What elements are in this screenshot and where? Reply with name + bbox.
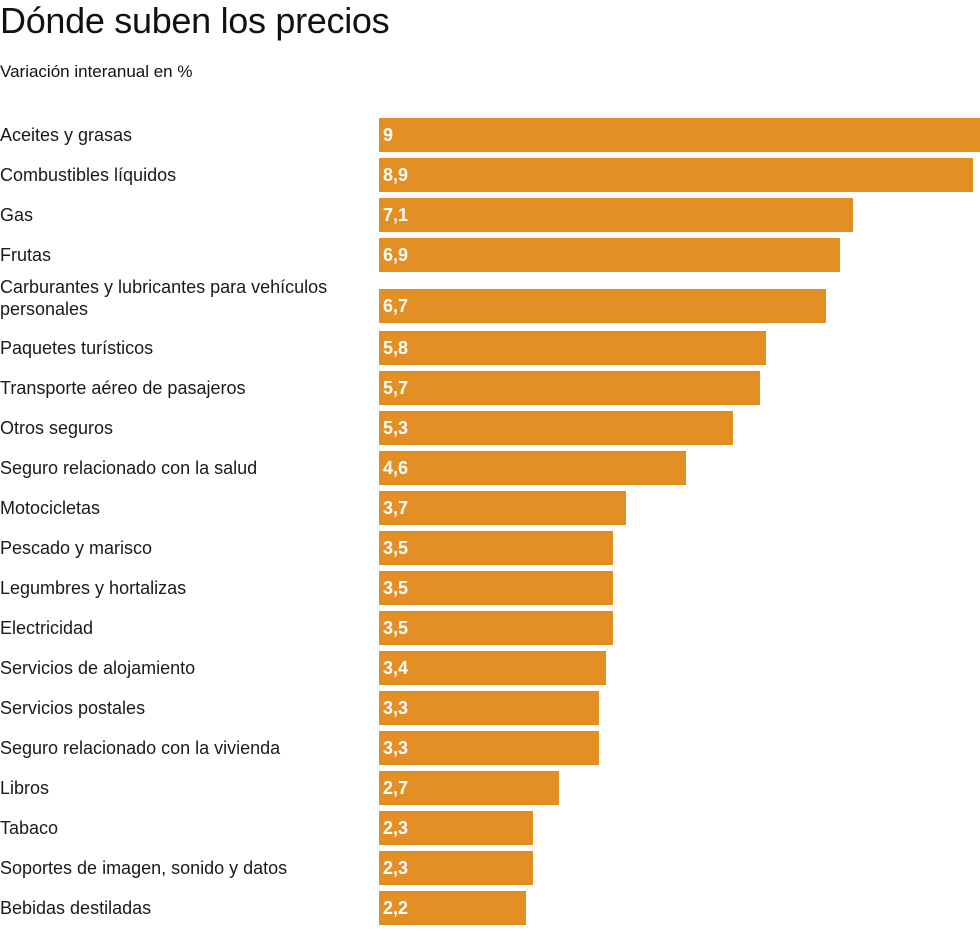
bar-chart: Aceites y grasas 9 Combustibles líquidos 8,… [0, 118, 980, 928]
bar-value-label: 2,2 [383, 898, 409, 918]
bar-value-label: 4,6 [383, 458, 409, 478]
category-label: Legumbres y hortalizas [0, 578, 187, 598]
bar: 3,5 [379, 571, 613, 605]
category-label: Pescado y marisco [0, 538, 153, 558]
bar: 3,4 [379, 651, 606, 685]
category-label: Frutas [0, 245, 52, 265]
bar-value-label: 2,3 [383, 818, 409, 838]
bar-value-label: 9 [383, 125, 394, 145]
category-label: Otros seguros [0, 418, 114, 438]
category-label: Carburantes y lubricantes para vehículos… [0, 277, 328, 319]
bar-value-label: 3,5 [383, 538, 409, 558]
bar: 3,3 [379, 691, 599, 725]
bar: 3,3 [379, 731, 599, 765]
bar-value-label: 2,7 [383, 778, 409, 798]
bar-value-label: 3,5 [383, 578, 409, 598]
category-label: Transporte aéreo de pasajeros [0, 378, 246, 398]
bar: 9 [379, 118, 980, 152]
bar-value-label: 3,5 [383, 618, 409, 638]
bar-value-label: 3,3 [383, 738, 409, 758]
bar-value-label: 6,7 [383, 296, 409, 316]
category-label: Libros [0, 778, 50, 798]
category-label: Paquetes turísticos [0, 338, 154, 358]
bar-value-label: 6,9 [383, 245, 409, 265]
bar-value-label: 7,1 [383, 205, 409, 225]
bar: 3,5 [379, 531, 613, 565]
category-label: Aceites y grasas [0, 125, 133, 145]
bar: 8,9 [379, 158, 973, 192]
bar: 2,3 [379, 851, 533, 885]
category-label: Tabaco [0, 818, 59, 838]
category-label: Seguro relacionado con la salud [0, 458, 258, 478]
category-label: Bebidas destiladas [0, 898, 152, 918]
bar: 7,1 [379, 198, 853, 232]
bar: 5,3 [379, 411, 733, 445]
bar: 4,6 [379, 451, 686, 485]
bar: 2,7 [379, 771, 559, 805]
category-label: Soportes de imagen, sonido y datos [0, 858, 288, 878]
bar-value-label: 2,3 [383, 858, 409, 878]
category-label: Seguro relacionado con la vivienda [0, 738, 281, 758]
bar-value-label: 3,3 [383, 698, 409, 718]
bar: 2,3 [379, 811, 533, 845]
bar: 5,7 [379, 371, 760, 405]
bar: 5,8 [379, 331, 766, 365]
bar: 6,9 [379, 238, 840, 272]
chart-title: Dónde suben los precios [0, 0, 390, 41]
bar: 2,2 [379, 891, 526, 925]
chart-subtitle: Variación interanual en % [0, 62, 193, 81]
bar-value-label: 8,9 [383, 165, 409, 185]
category-label: Servicios postales [0, 698, 146, 718]
category-label: Gas [0, 205, 34, 225]
bar: 6,7 [379, 289, 826, 323]
bar-value-label: 5,7 [383, 378, 409, 398]
bar: 3,5 [379, 611, 613, 645]
bar-value-label: 5,3 [383, 418, 409, 438]
category-label: Servicios de alojamiento [0, 658, 196, 678]
bar-value-label: 5,8 [383, 338, 409, 358]
category-label: Combustibles líquidos [0, 165, 177, 185]
category-label: Motocicletas [0, 498, 101, 518]
bar-value-label: 3,4 [383, 658, 409, 678]
category-label: Electricidad [0, 618, 94, 638]
bar: 3,7 [379, 491, 626, 525]
bar-value-label: 3,7 [383, 498, 409, 518]
